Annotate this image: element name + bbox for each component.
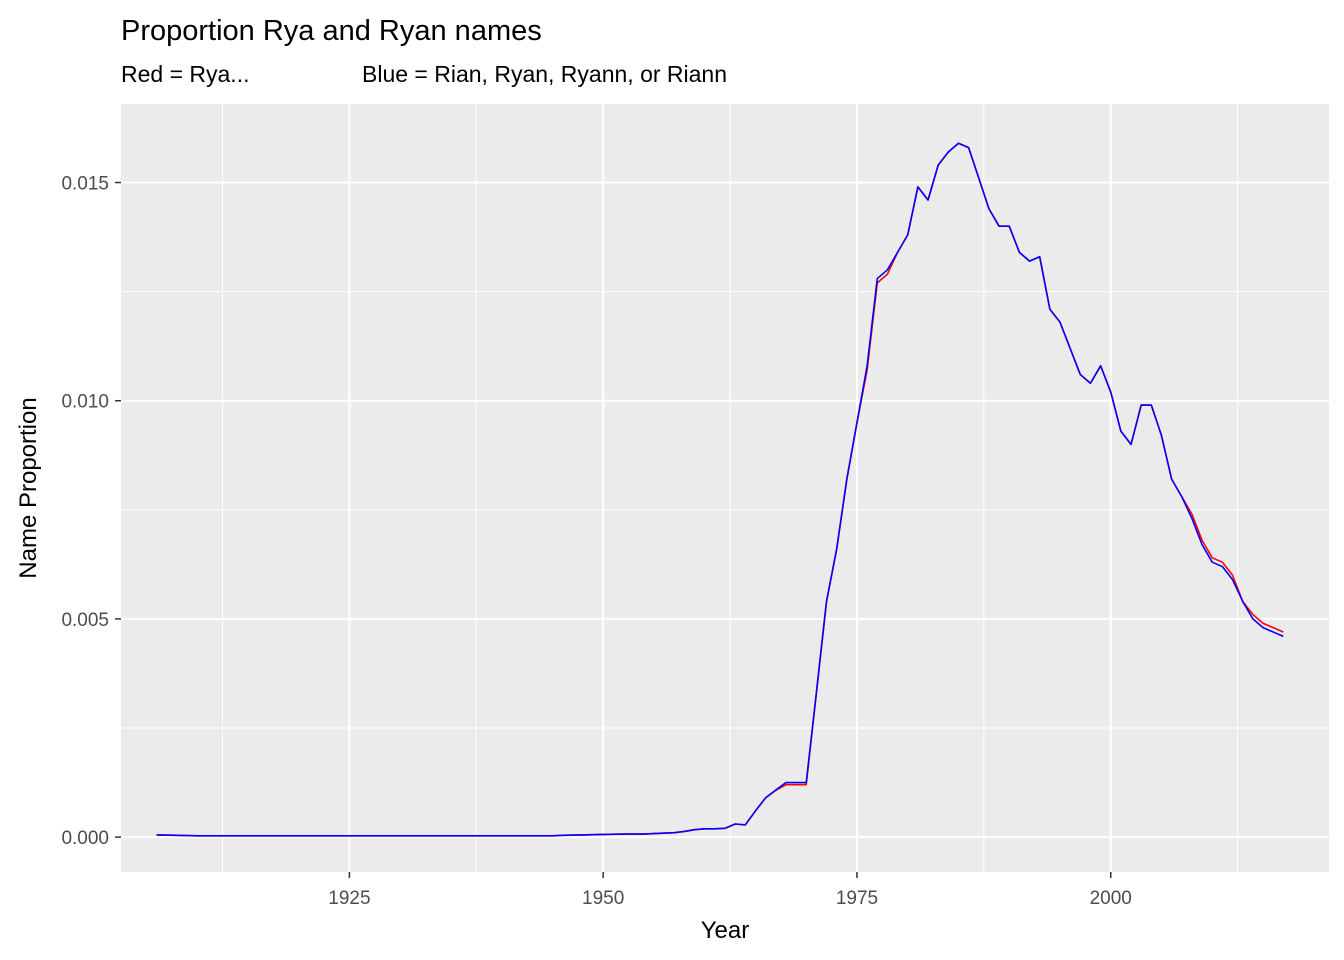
y-tick-label: 0.005 <box>61 610 109 631</box>
x-axis: 1925 1950 1975 2000 <box>328 872 1132 909</box>
x-tick-label: 1925 <box>328 888 370 909</box>
chart-title: Proportion Rya and Ryan names <box>121 15 542 47</box>
y-axis: 0.000 0.005 0.010 0.015 <box>61 174 121 849</box>
series-layer <box>156 142 1284 837</box>
plot-panel <box>121 104 1329 872</box>
grid-major <box>121 104 1329 872</box>
x-tick-label: 1975 <box>836 888 878 909</box>
chart-subtitle-right: Blue = Rian, Ryan, Ryann, or Riann <box>362 61 727 87</box>
y-tick-label: 0.000 <box>61 828 109 849</box>
x-tick-label: 1950 <box>582 888 624 909</box>
x-axis-title: Year <box>701 917 750 944</box>
x-tick-label: 2000 <box>1090 888 1132 909</box>
y-tick-label: 0.015 <box>61 174 109 195</box>
chart-subtitle-left: Red = Rya... <box>121 61 249 87</box>
grid-minor <box>121 104 1329 872</box>
y-tick-label: 0.010 <box>61 392 109 413</box>
y-axis-title: Name Proportion <box>15 397 42 578</box>
series-line-2 <box>156 142 1284 837</box>
